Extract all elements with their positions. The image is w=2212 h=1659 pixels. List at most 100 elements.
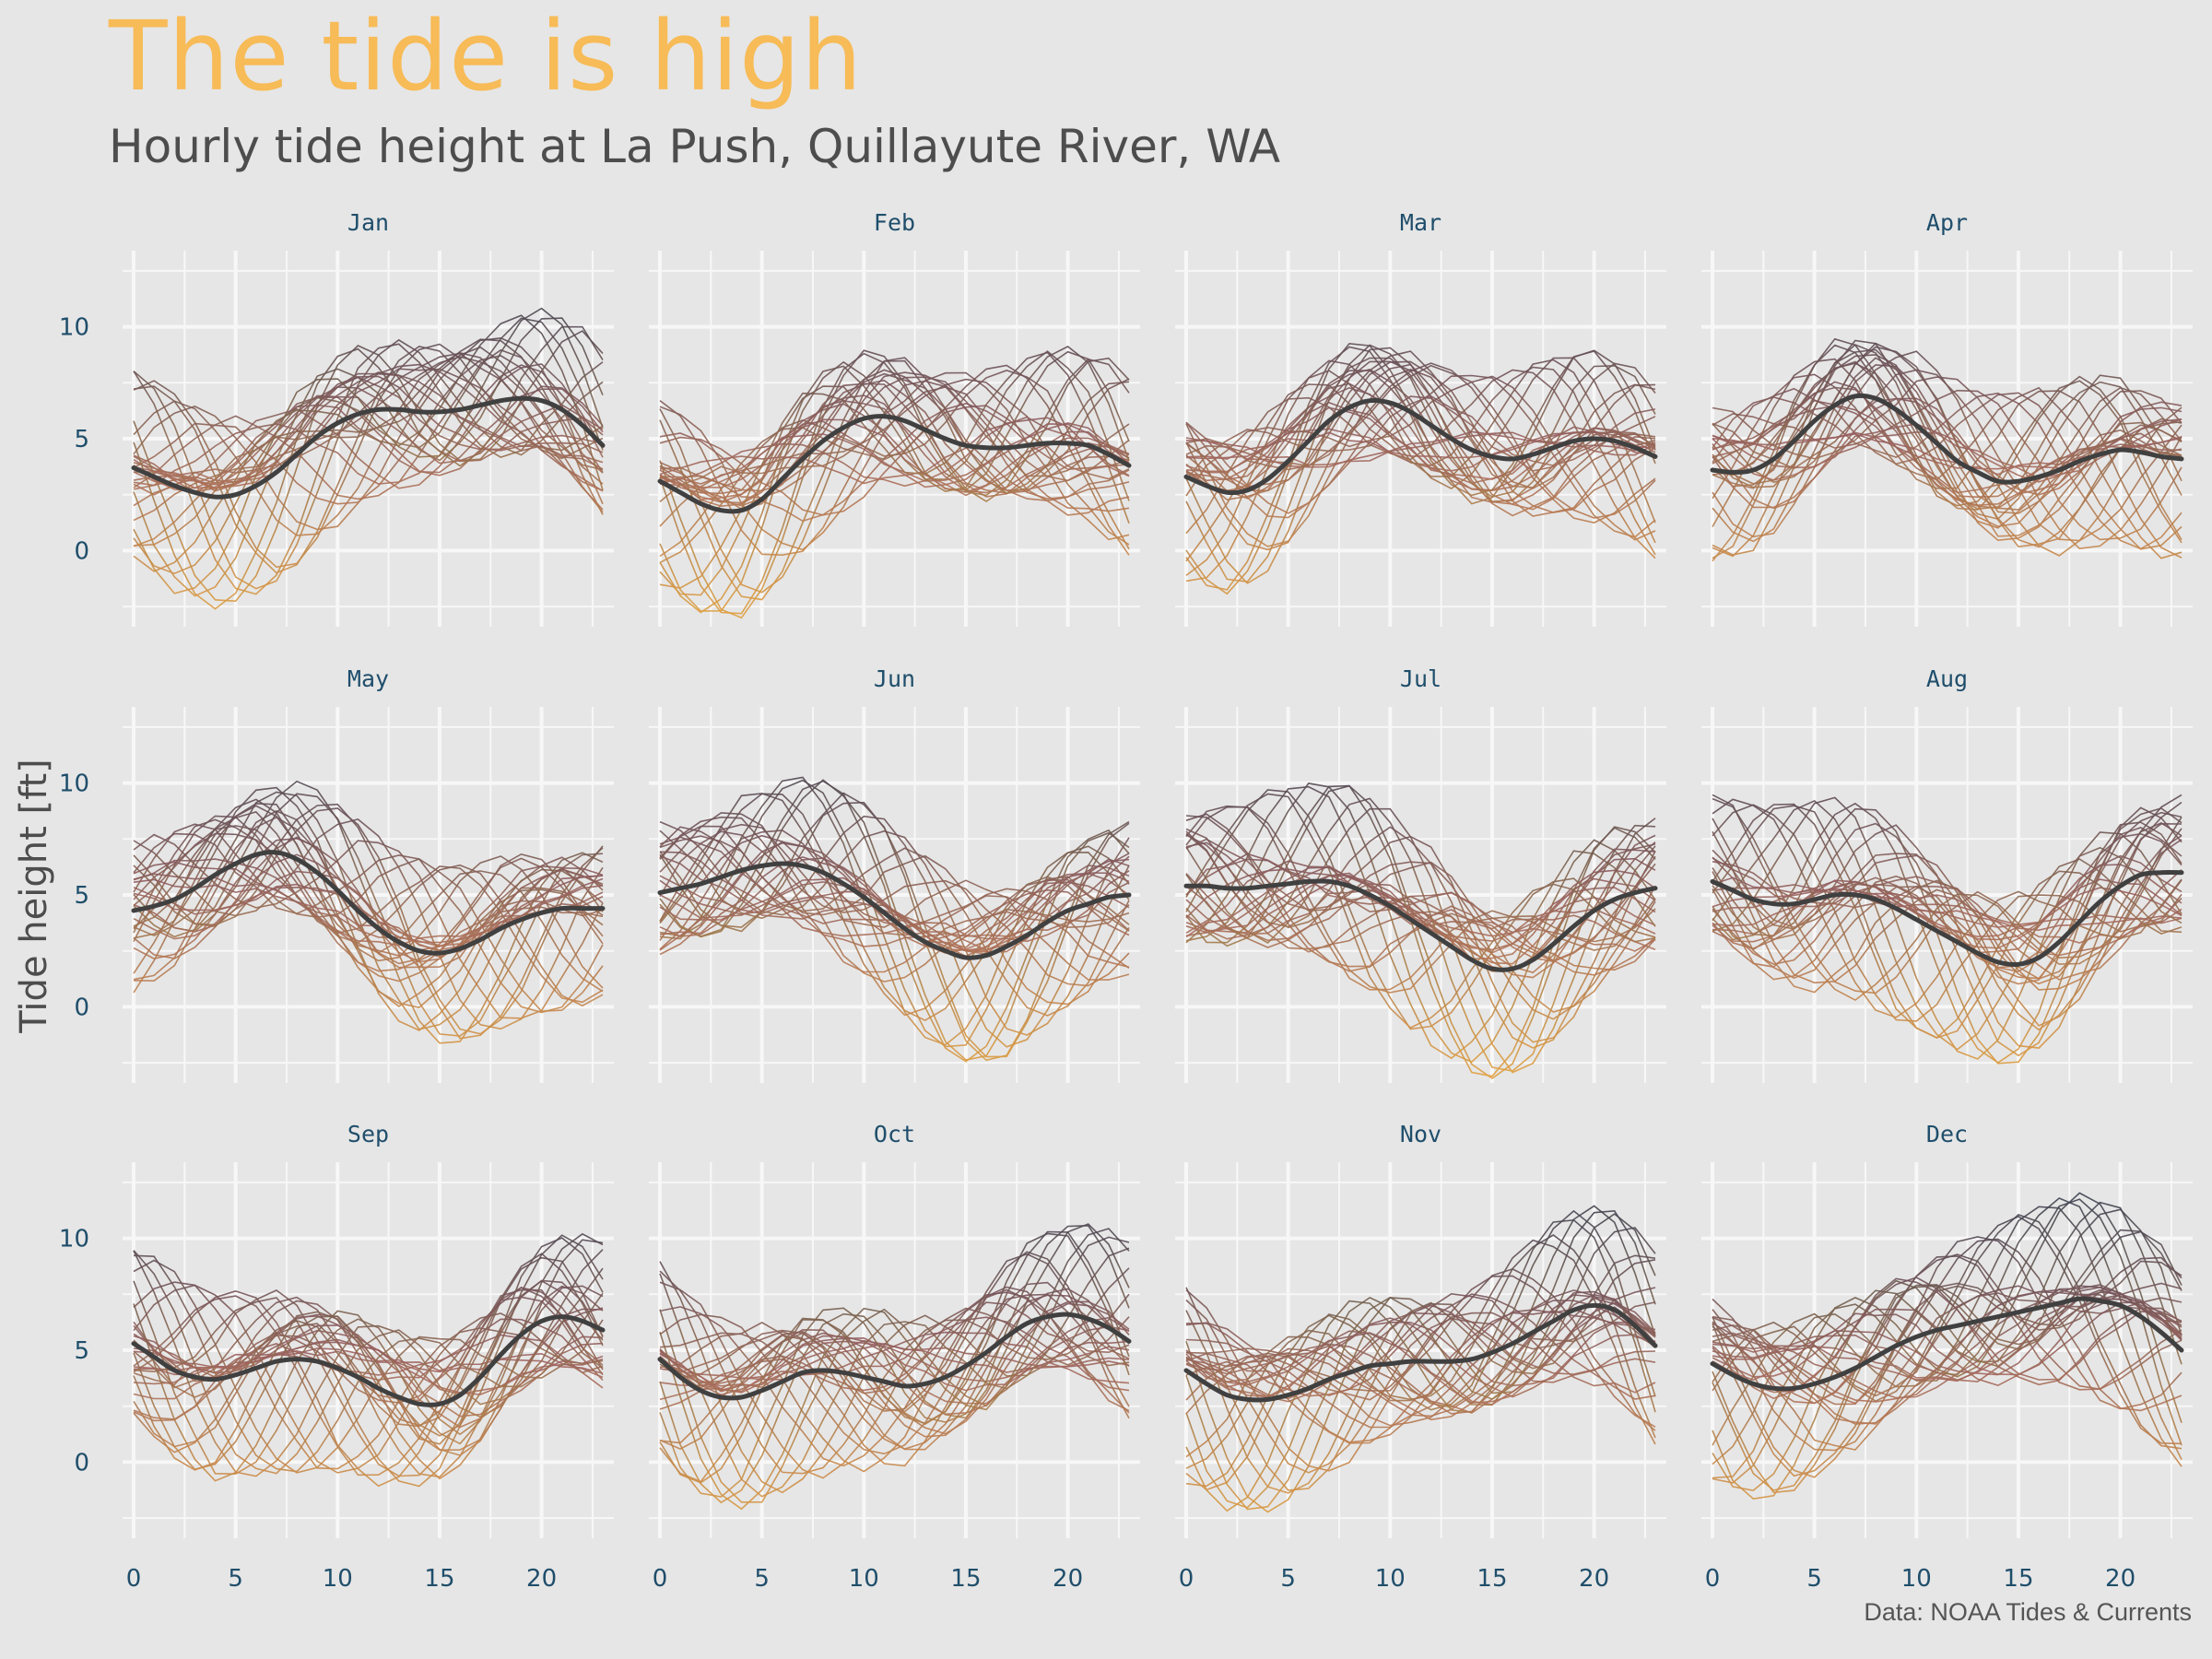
facet-panel-feb: Feb — [649, 209, 1140, 627]
daily-tide-line — [659, 1270, 1130, 1475]
data-source-caption: Data: NOAA Tides & Currents — [1864, 1598, 2192, 1626]
daily-tide-line — [659, 858, 1130, 955]
x-tick-label: 10 — [849, 1565, 879, 1593]
facet-strip-label: Jul — [1400, 665, 1441, 692]
daily-tide-line — [1712, 796, 2183, 1060]
x-tick-label: 0 — [126, 1565, 142, 1593]
daily-tide-line — [1712, 888, 2183, 932]
x-tick-label: 10 — [1901, 1565, 1932, 1593]
daily-tide-line — [1185, 350, 1656, 517]
daily-tide-line — [659, 1247, 1130, 1498]
x-tick-label: 15 — [2003, 1565, 2033, 1593]
daily-tide-line — [659, 779, 1130, 1061]
daily-tide-line — [133, 1237, 604, 1471]
x-tick-label: 10 — [323, 1565, 353, 1593]
daily-tide-line — [1185, 369, 1656, 547]
daily-tide-line — [1185, 789, 1656, 1030]
daily-tide-line — [1185, 828, 1656, 1043]
daily-tide-line — [659, 369, 1130, 511]
daily-tide-line — [133, 1347, 604, 1374]
daily-tide-line — [1185, 357, 1656, 582]
facet-panel-aug: Aug — [1701, 665, 2193, 1083]
facet-panel-mar: Mar — [1175, 209, 1666, 627]
x-tick-label: 15 — [424, 1565, 454, 1593]
daily-tide-line — [133, 352, 604, 511]
facet-strip-label: Jun — [874, 665, 915, 692]
daily-tide-line — [1185, 1287, 1656, 1474]
daily-tide-line — [133, 355, 604, 505]
x-tick-label: 5 — [1280, 1565, 1296, 1593]
daily-tide-line — [1712, 364, 2183, 538]
facet-strip-label: May — [347, 665, 389, 692]
daily-tide-line — [1712, 339, 2183, 556]
daily-tide-line — [1185, 1312, 1656, 1400]
daily-tide-line — [659, 853, 1130, 953]
daily-tide-line — [133, 376, 604, 486]
daily-tide-line — [133, 372, 604, 489]
daily-tide-line — [1712, 1198, 2183, 1479]
facet-panel-dec: Dec 0 5 10 15 20 — [1701, 1121, 2193, 1593]
daily-tide-line — [1712, 1291, 2183, 1382]
daily-tide-line — [659, 1223, 1130, 1504]
daily-tide-line — [659, 1301, 1130, 1467]
daily-tide-line — [659, 830, 1130, 987]
daily-tide-line — [133, 346, 604, 574]
daily-tide-line — [1185, 1213, 1656, 1511]
daily-tide-line — [1712, 392, 2183, 550]
daily-tide-line — [133, 363, 604, 492]
daily-tide-line — [133, 325, 604, 610]
daily-tide-line — [1712, 1206, 2183, 1467]
daily-tide-line — [659, 376, 1130, 512]
daily-tide-line — [1185, 857, 1656, 965]
daily-tide-line — [1712, 418, 2183, 479]
daily-tide-line — [133, 823, 604, 1013]
daily-tide-line — [1185, 1293, 1656, 1415]
facet-panel-nov: Nov 0 5 10 15 20 — [1175, 1121, 1666, 1593]
daily-tide-line — [133, 793, 604, 1037]
facet-panel-jan: Jan 0 5 10 — [59, 209, 614, 627]
daily-tide-line — [1185, 805, 1656, 991]
daily-tide-line — [1712, 357, 2183, 543]
daily-tide-line — [659, 841, 1130, 951]
daily-tide-line — [133, 1324, 604, 1429]
daily-tide-line — [133, 1232, 604, 1482]
daily-tide-line — [659, 793, 1130, 1017]
daily-tide-line — [1185, 347, 1656, 584]
facet-panel-sep: Sep 0 5 10 0 5 10 15 20 — [59, 1121, 614, 1593]
daily-tide-line — [659, 1224, 1130, 1498]
daily-tide-line — [1712, 373, 2183, 559]
daily-tide-line — [1185, 793, 1656, 1030]
daily-tide-line — [659, 1293, 1130, 1455]
daily-tide-line — [1712, 832, 2183, 969]
daily-tide-line — [1185, 369, 1656, 559]
daily-tide-line — [659, 812, 1130, 982]
x-tick-label: 0 — [1179, 1565, 1194, 1593]
daily-tide-line — [659, 405, 1130, 516]
daily-tide-line — [1185, 866, 1656, 938]
daily-tide-line — [1185, 1300, 1656, 1429]
daily-tide-line — [133, 810, 604, 982]
daily-tide-line — [1712, 360, 2183, 529]
daily-tide-line — [659, 357, 1130, 594]
daily-tide-line — [133, 1259, 604, 1474]
daily-tide-line — [1185, 838, 1656, 1013]
monthly-mean-line — [1183, 397, 1658, 496]
daily-tide-line — [1185, 848, 1656, 972]
daily-tide-line — [1712, 1284, 2183, 1399]
daily-tide-line — [133, 1254, 604, 1473]
daily-tide-line — [1185, 868, 1656, 952]
daily-tide-line — [1712, 376, 2183, 550]
monthly-mean-line — [657, 861, 1132, 960]
daily-tide-line — [133, 832, 604, 1014]
x-tick-label: 0 — [1705, 1565, 1721, 1593]
daily-tide-line — [133, 1239, 604, 1476]
monthly-mean-line — [131, 850, 606, 956]
daily-tide-line — [1185, 1289, 1656, 1427]
y-tick-label: 5 — [74, 882, 89, 910]
x-tick-label: 15 — [1477, 1565, 1507, 1593]
x-tick-label: 15 — [950, 1565, 981, 1593]
daily-tide-line — [133, 343, 604, 569]
daily-tide-line — [659, 359, 1130, 601]
